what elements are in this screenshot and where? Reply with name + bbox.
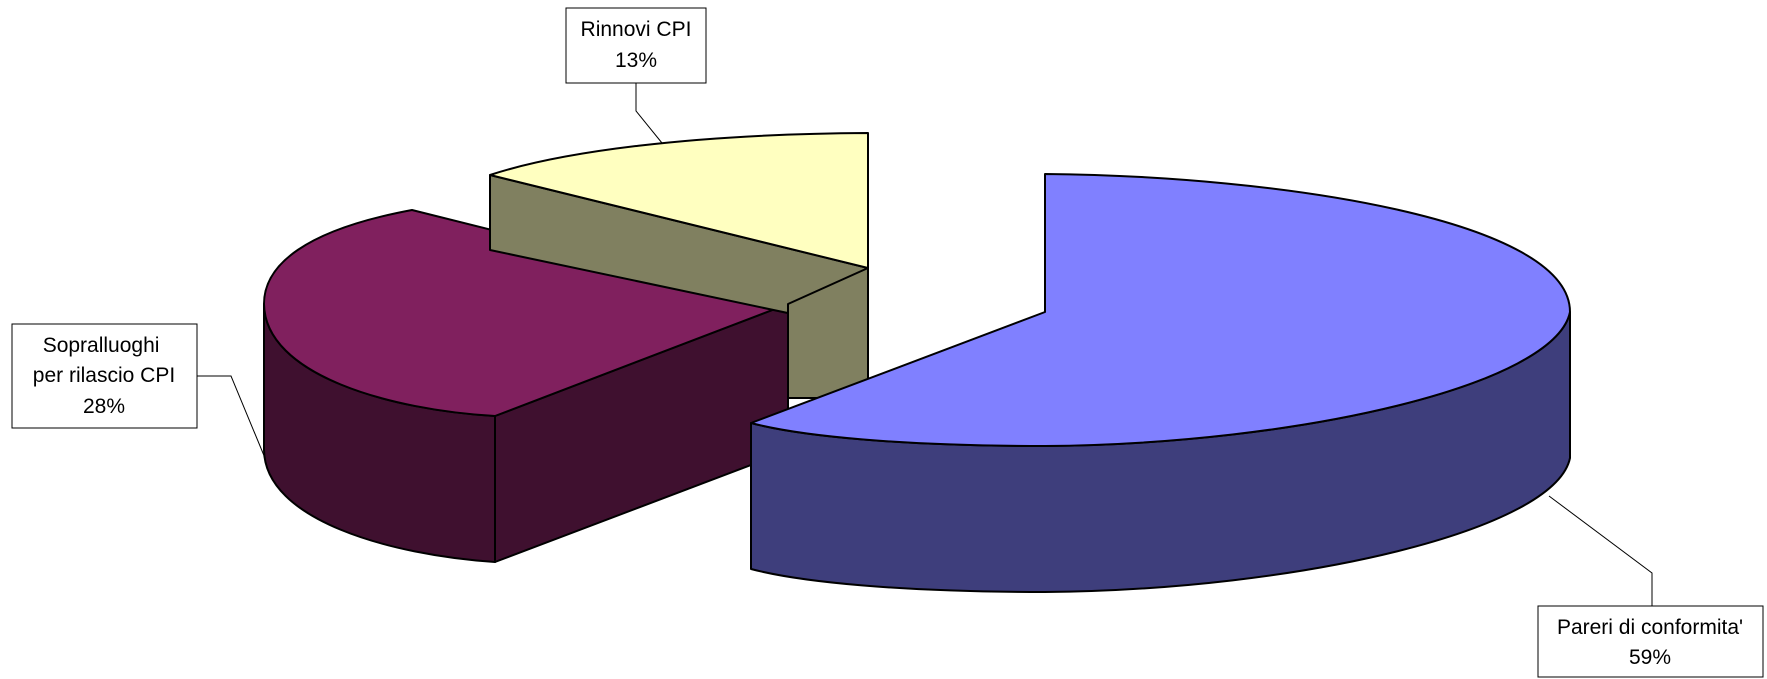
slice-sopralluoghi bbox=[263, 209, 789, 563]
slice-pareri-top bbox=[750, 173, 1571, 447]
data-label-pareri-box bbox=[1537, 605, 1764, 678]
data-label-rinnovi-value: 13% bbox=[615, 49, 657, 72]
leader-pareri bbox=[1548, 495, 1653, 606]
data-label-rinnovi-name: Rinnovi CPI bbox=[581, 18, 692, 41]
data-label-sopralluoghi-value: 28% bbox=[83, 395, 125, 418]
slice-rinnovi bbox=[489, 132, 869, 399]
data-label-pareri-name: Pareri di conformita' bbox=[1557, 616, 1743, 639]
data-label-pareri: Pareri di conformita' 59% bbox=[1537, 605, 1764, 678]
data-label-sopralluoghi-name: Sopralluoghi per rilascio CPI bbox=[33, 334, 175, 387]
leader-rinnovi bbox=[635, 83, 663, 144]
data-label-sopralluoghi-name-line2: per rilascio CPI bbox=[33, 364, 175, 387]
slice-rinnovi-top bbox=[489, 132, 869, 269]
data-label-pareri-value: 59% bbox=[1629, 646, 1671, 669]
slice-sopralluoghi-top bbox=[263, 209, 789, 417]
data-label-sopralluoghi-name-line1: Sopralluoghi bbox=[43, 334, 160, 357]
data-label-rinnovi-box bbox=[565, 7, 707, 84]
data-label-rinnovi: Rinnovi CPI 13% bbox=[565, 7, 707, 84]
slice-pareri bbox=[750, 173, 1571, 593]
data-label-sopralluoghi-box bbox=[11, 323, 198, 429]
leader-sopralluoghi bbox=[197, 375, 266, 459]
data-label-sopralluoghi: Sopralluoghi per rilascio CPI 28% bbox=[11, 323, 198, 429]
